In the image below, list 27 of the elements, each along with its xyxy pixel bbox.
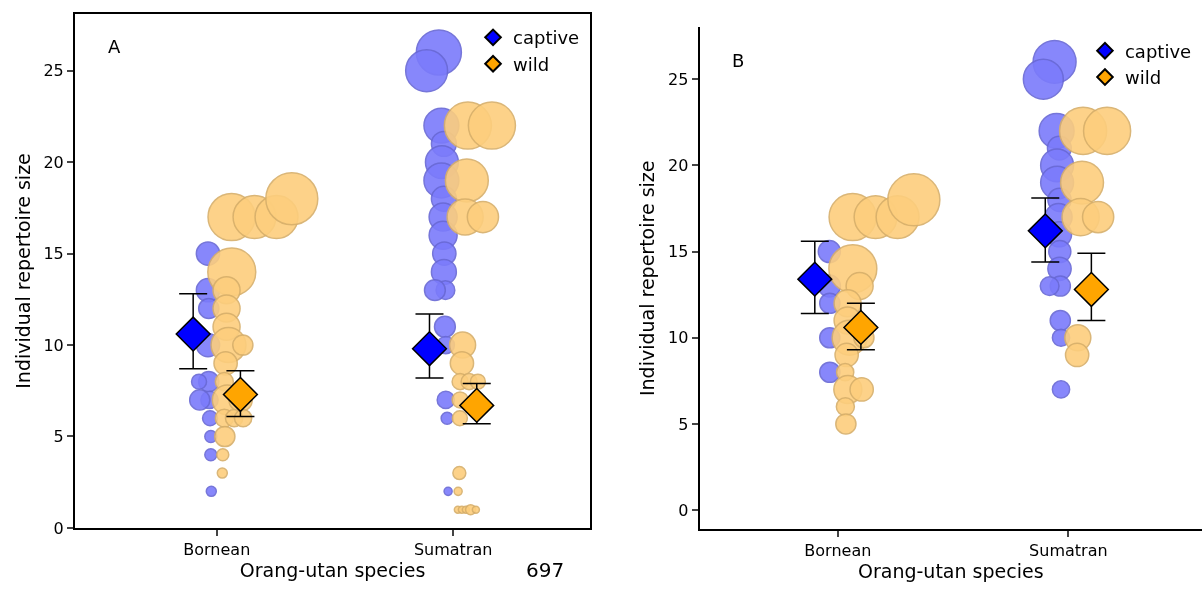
y-tick-label: 15 xyxy=(43,244,64,264)
y-tick-label: 15 xyxy=(668,242,689,262)
y-axis-title: Individual repertoire size xyxy=(636,160,659,397)
annotation: A xyxy=(108,36,121,57)
y-tick-label: 10 xyxy=(668,328,689,348)
legend-label: captive xyxy=(513,27,580,49)
y-tick-label: 20 xyxy=(43,152,64,172)
y-tick-label: 5 xyxy=(678,414,689,434)
y-tick-label: 20 xyxy=(668,155,689,175)
legend-label: wild xyxy=(513,53,550,75)
text: 697 xyxy=(526,558,565,582)
x-axis-title: Orang-utan species xyxy=(858,560,1044,583)
y-tick-label: 0 xyxy=(678,500,689,520)
legend-label: wild xyxy=(1124,67,1162,89)
y-tick-label: 10 xyxy=(43,335,64,355)
legend-label: captive xyxy=(1124,40,1192,62)
y-tick-label: 25 xyxy=(668,69,689,89)
x-axis-title: Orang-utan species xyxy=(239,559,426,582)
y-tick-label: 0 xyxy=(53,518,64,538)
y-tick-label: 5 xyxy=(53,427,64,447)
y-tick-label: 25 xyxy=(43,61,64,81)
x-tick-label: Bornean xyxy=(804,541,872,561)
x-tick-label: Sumatran xyxy=(413,540,493,560)
x-tick-label: Sumatran xyxy=(1029,541,1108,561)
annotation: B xyxy=(732,50,745,71)
x-tick-label: Bornean xyxy=(183,540,251,560)
y-axis-title: Individual repertoire size xyxy=(11,153,34,389)
